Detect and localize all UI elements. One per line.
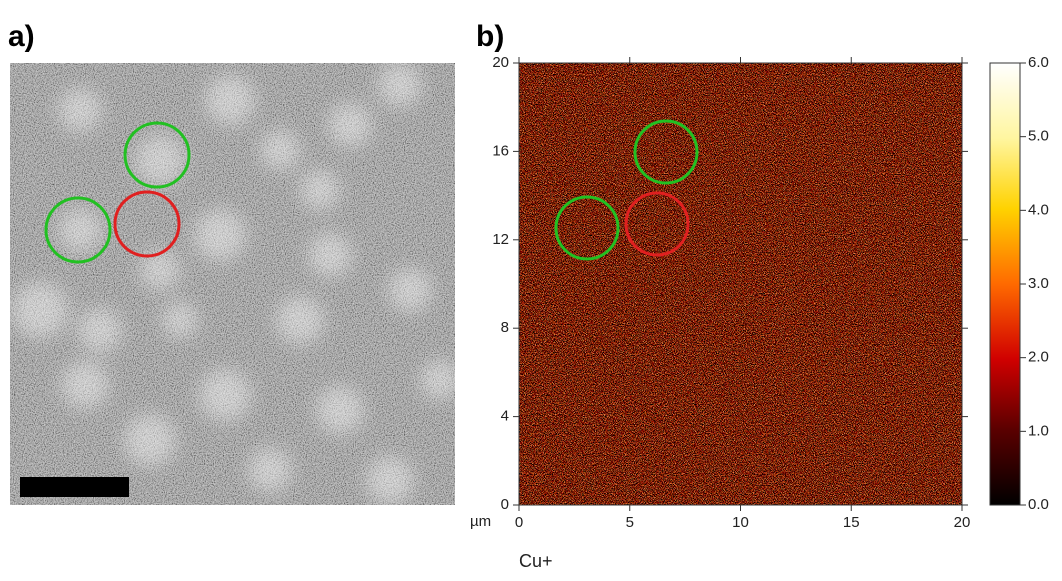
colorbar-tick-label: 6.0 [1028, 54, 1049, 71]
panel-label: b) [476, 20, 504, 53]
y-tick-label: 8 [501, 319, 509, 336]
roi-circle [633, 119, 699, 185]
colorbar [989, 62, 1021, 506]
colorbar-tick-label: 0.0 [1028, 496, 1049, 513]
y-tick-label: 4 [501, 408, 509, 425]
sem-image [10, 63, 455, 505]
roi-circle [554, 195, 620, 261]
scale-bar [20, 477, 129, 497]
panel-label: a) [8, 20, 35, 53]
colorbar-tick-label: 1.0 [1028, 422, 1049, 439]
colorbar-tick-label: 3.0 [1028, 275, 1049, 292]
x-tick-label: 20 [954, 514, 971, 531]
x-unit: µm [470, 513, 491, 530]
map-title: Cu+ [519, 551, 553, 571]
x-tick-label: 0 [515, 514, 523, 531]
x-tick-label: 10 [732, 514, 749, 531]
roi-circle [44, 196, 112, 264]
roi-circle [624, 191, 690, 257]
roi-circle [113, 190, 181, 258]
colorbar-tick-label: 5.0 [1028, 128, 1049, 145]
y-tick-label: 20 [492, 54, 509, 71]
x-tick-label: 15 [843, 514, 860, 531]
ion-map [519, 63, 962, 505]
colorbar-tick-label: 2.0 [1028, 349, 1049, 366]
y-tick-label: 0 [501, 496, 509, 513]
x-tick-label: 5 [626, 514, 634, 531]
roi-circle [123, 121, 191, 189]
colorbar-tick-label: 4.0 [1028, 201, 1049, 218]
y-tick-label: 16 [492, 142, 509, 159]
y-tick-label: 12 [492, 231, 509, 248]
